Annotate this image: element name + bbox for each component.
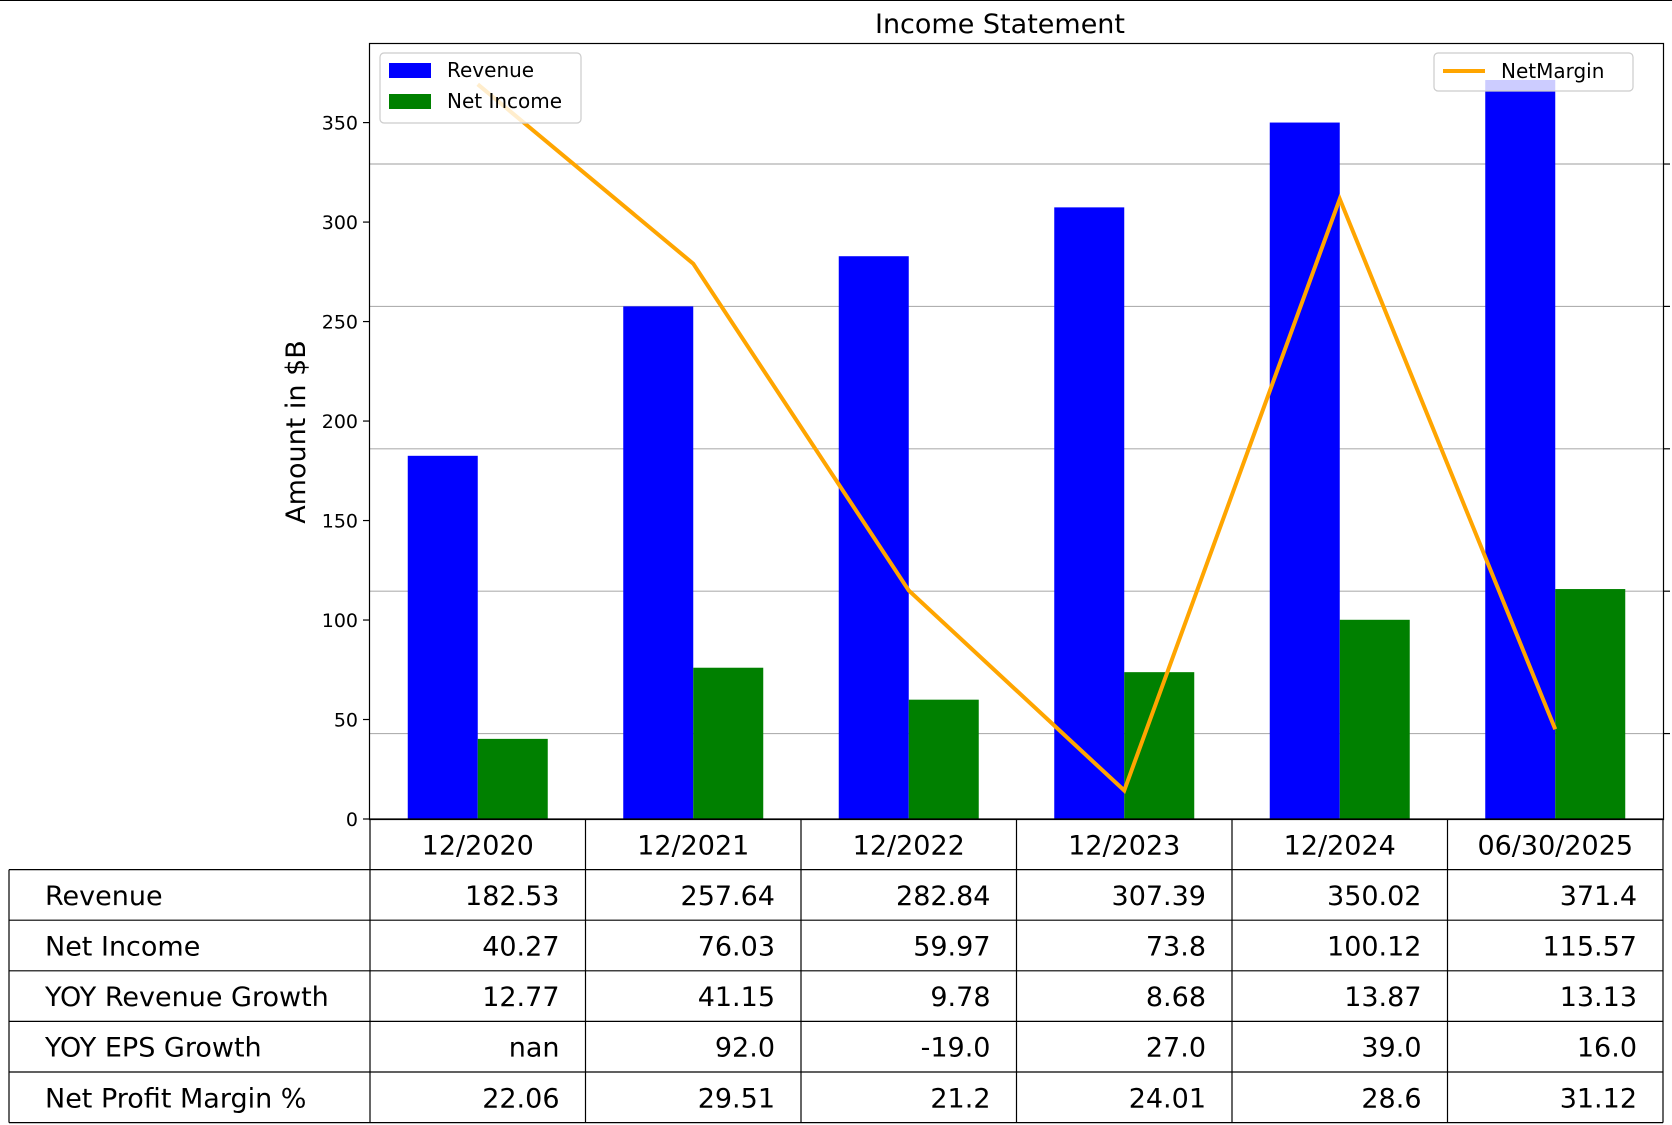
table-cell: 9.78 [930,982,990,1013]
net-income-bar [693,667,764,819]
net-income-bar [477,738,548,819]
legend-label: NetMargin [1501,59,1604,83]
table-cell: 40.27 [482,932,559,963]
left-tick-label: 100 [322,610,358,632]
table-cell: 28.6 [1361,1083,1421,1114]
table-row-label: Net Profit Margin % [45,1083,306,1114]
revenue-bar [1054,207,1125,820]
table-column-header: 12/2024 [1284,830,1396,861]
left-y-axis: 0 50 100 150 200 250 300 350 [322,113,370,831]
left-tick-label: 300 [322,212,358,234]
left-tick-label: 150 [322,511,358,533]
legend-label: Net Income [447,89,562,113]
table-cell: 29.51 [698,1083,775,1114]
table-cell: 100.12 [1327,932,1421,963]
table-cell: 21.2 [930,1083,990,1114]
table-column-header: 12/2022 [853,830,965,861]
table-cell: nan [509,1033,560,1064]
legend-label: Revenue [447,58,534,82]
table-cell: 59.97 [913,932,990,963]
table-cell: 41.15 [698,982,775,1013]
table-cell: 12.77 [482,982,559,1013]
table-cell: 16.0 [1577,1033,1637,1064]
y-axis-label: Amount in $B [281,340,312,524]
table-cell: 73.8 [1146,932,1206,963]
table-row-label: YOY EPS Growth [44,1033,262,1064]
table-cell: 282.84 [896,881,990,912]
table-column-header: 12/2023 [1068,830,1180,861]
left-tick-label: 0 [346,809,358,831]
legend-box [1433,52,1634,92]
table-cell: 39.0 [1361,1033,1421,1064]
left-tick-label: 50 [334,710,358,732]
table-cell: 24.01 [1129,1083,1206,1114]
table-row-label: Net Income [45,932,200,963]
table-column-header: 12/2021 [637,830,749,861]
table-cell: 31.12 [1560,1083,1637,1114]
table-row-label: Revenue [45,881,163,912]
table-cell: 13.87 [1344,982,1421,1013]
net-income-bar [1339,619,1410,819]
table-cell: 182.53 [465,881,559,912]
table-column-header: 06/30/2025 [1477,830,1633,861]
net-income-bar [1555,589,1626,819]
table-cell: 115.57 [1543,932,1637,963]
bar-legend: Revenue Net Income [379,52,582,124]
table-row-label: YOY Revenue Growth [44,982,329,1013]
data-table: 12/2020 12/2021 12/2022 12/2023 12/2024 06/30… [8,818,1664,1124]
legend-swatch [389,63,431,78]
table-cell: 257.64 [681,881,775,912]
left-tick-label: 250 [322,312,358,334]
legend-swatch [389,94,431,109]
table-cell: 92.0 [715,1033,775,1064]
table-cell: 350.02 [1327,881,1421,912]
table-cell: -19.0 [921,1033,991,1064]
left-tick-label: 200 [322,411,358,433]
plot-frame [368,42,1665,821]
gridlines [370,163,1663,735]
table-cell: 22.06 [482,1083,559,1114]
net-margin-polyline [476,82,1558,795]
table-cell: 307.39 [1112,881,1206,912]
table-cell: 8.68 [1146,982,1206,1013]
revenue-bar [407,455,478,819]
table-cell: 371.4 [1560,881,1637,912]
revenue-bar [623,306,694,820]
net-income-bar [908,699,979,819]
table-cell: 27.0 [1146,1033,1206,1064]
right-y-axis: 2224262830 [1663,163,1670,735]
table-cell: 76.03 [698,932,775,963]
left-tick-label: 350 [322,113,358,135]
line-legend: NetMargin [1433,52,1634,92]
table-cell: 13.13 [1560,982,1637,1013]
chart-title: Income Statement [875,9,1125,40]
revenue-bar [1269,122,1340,820]
net-margin-line [476,82,1558,795]
table-column-header: 12/2020 [422,830,534,861]
